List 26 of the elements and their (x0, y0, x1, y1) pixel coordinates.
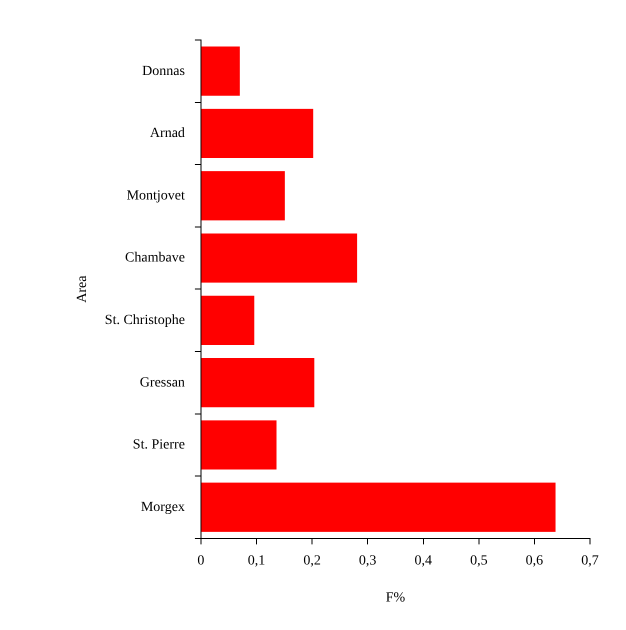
x-tick-label: 0,3 (358, 553, 376, 568)
x-tick-label: 0,4 (414, 553, 432, 568)
y-tick-label: St. Pierre (132, 438, 185, 453)
bar (201, 482, 556, 532)
x-tick-label: 0,6 (526, 553, 544, 568)
bar (201, 46, 240, 96)
y-tick-label: Donnas (142, 64, 185, 79)
x-tick-label: 0,5 (470, 553, 488, 568)
y-tick-label: Morgex (140, 500, 185, 515)
y-tick-label: Chambave (125, 250, 185, 266)
bar (201, 108, 314, 158)
bar (201, 296, 254, 345)
x-tick-label: 0,1 (248, 553, 266, 568)
y-tick-label: Gressan (140, 375, 185, 390)
bar (201, 233, 358, 283)
x-tick-label: 0 (197, 553, 204, 568)
bar (201, 358, 314, 408)
y-axis-title: Area (75, 274, 90, 303)
bar (201, 420, 277, 470)
x-tick-label: 0,7 (581, 553, 599, 568)
y-tick-label: St. Christophe (104, 313, 185, 328)
x-axis-title: F% (386, 590, 406, 606)
bar (201, 171, 285, 220)
y-tick-label: Arnad (150, 126, 185, 142)
y-tick-label: Montjovet (126, 188, 186, 204)
x-tick-label: 0,2 (303, 553, 321, 568)
